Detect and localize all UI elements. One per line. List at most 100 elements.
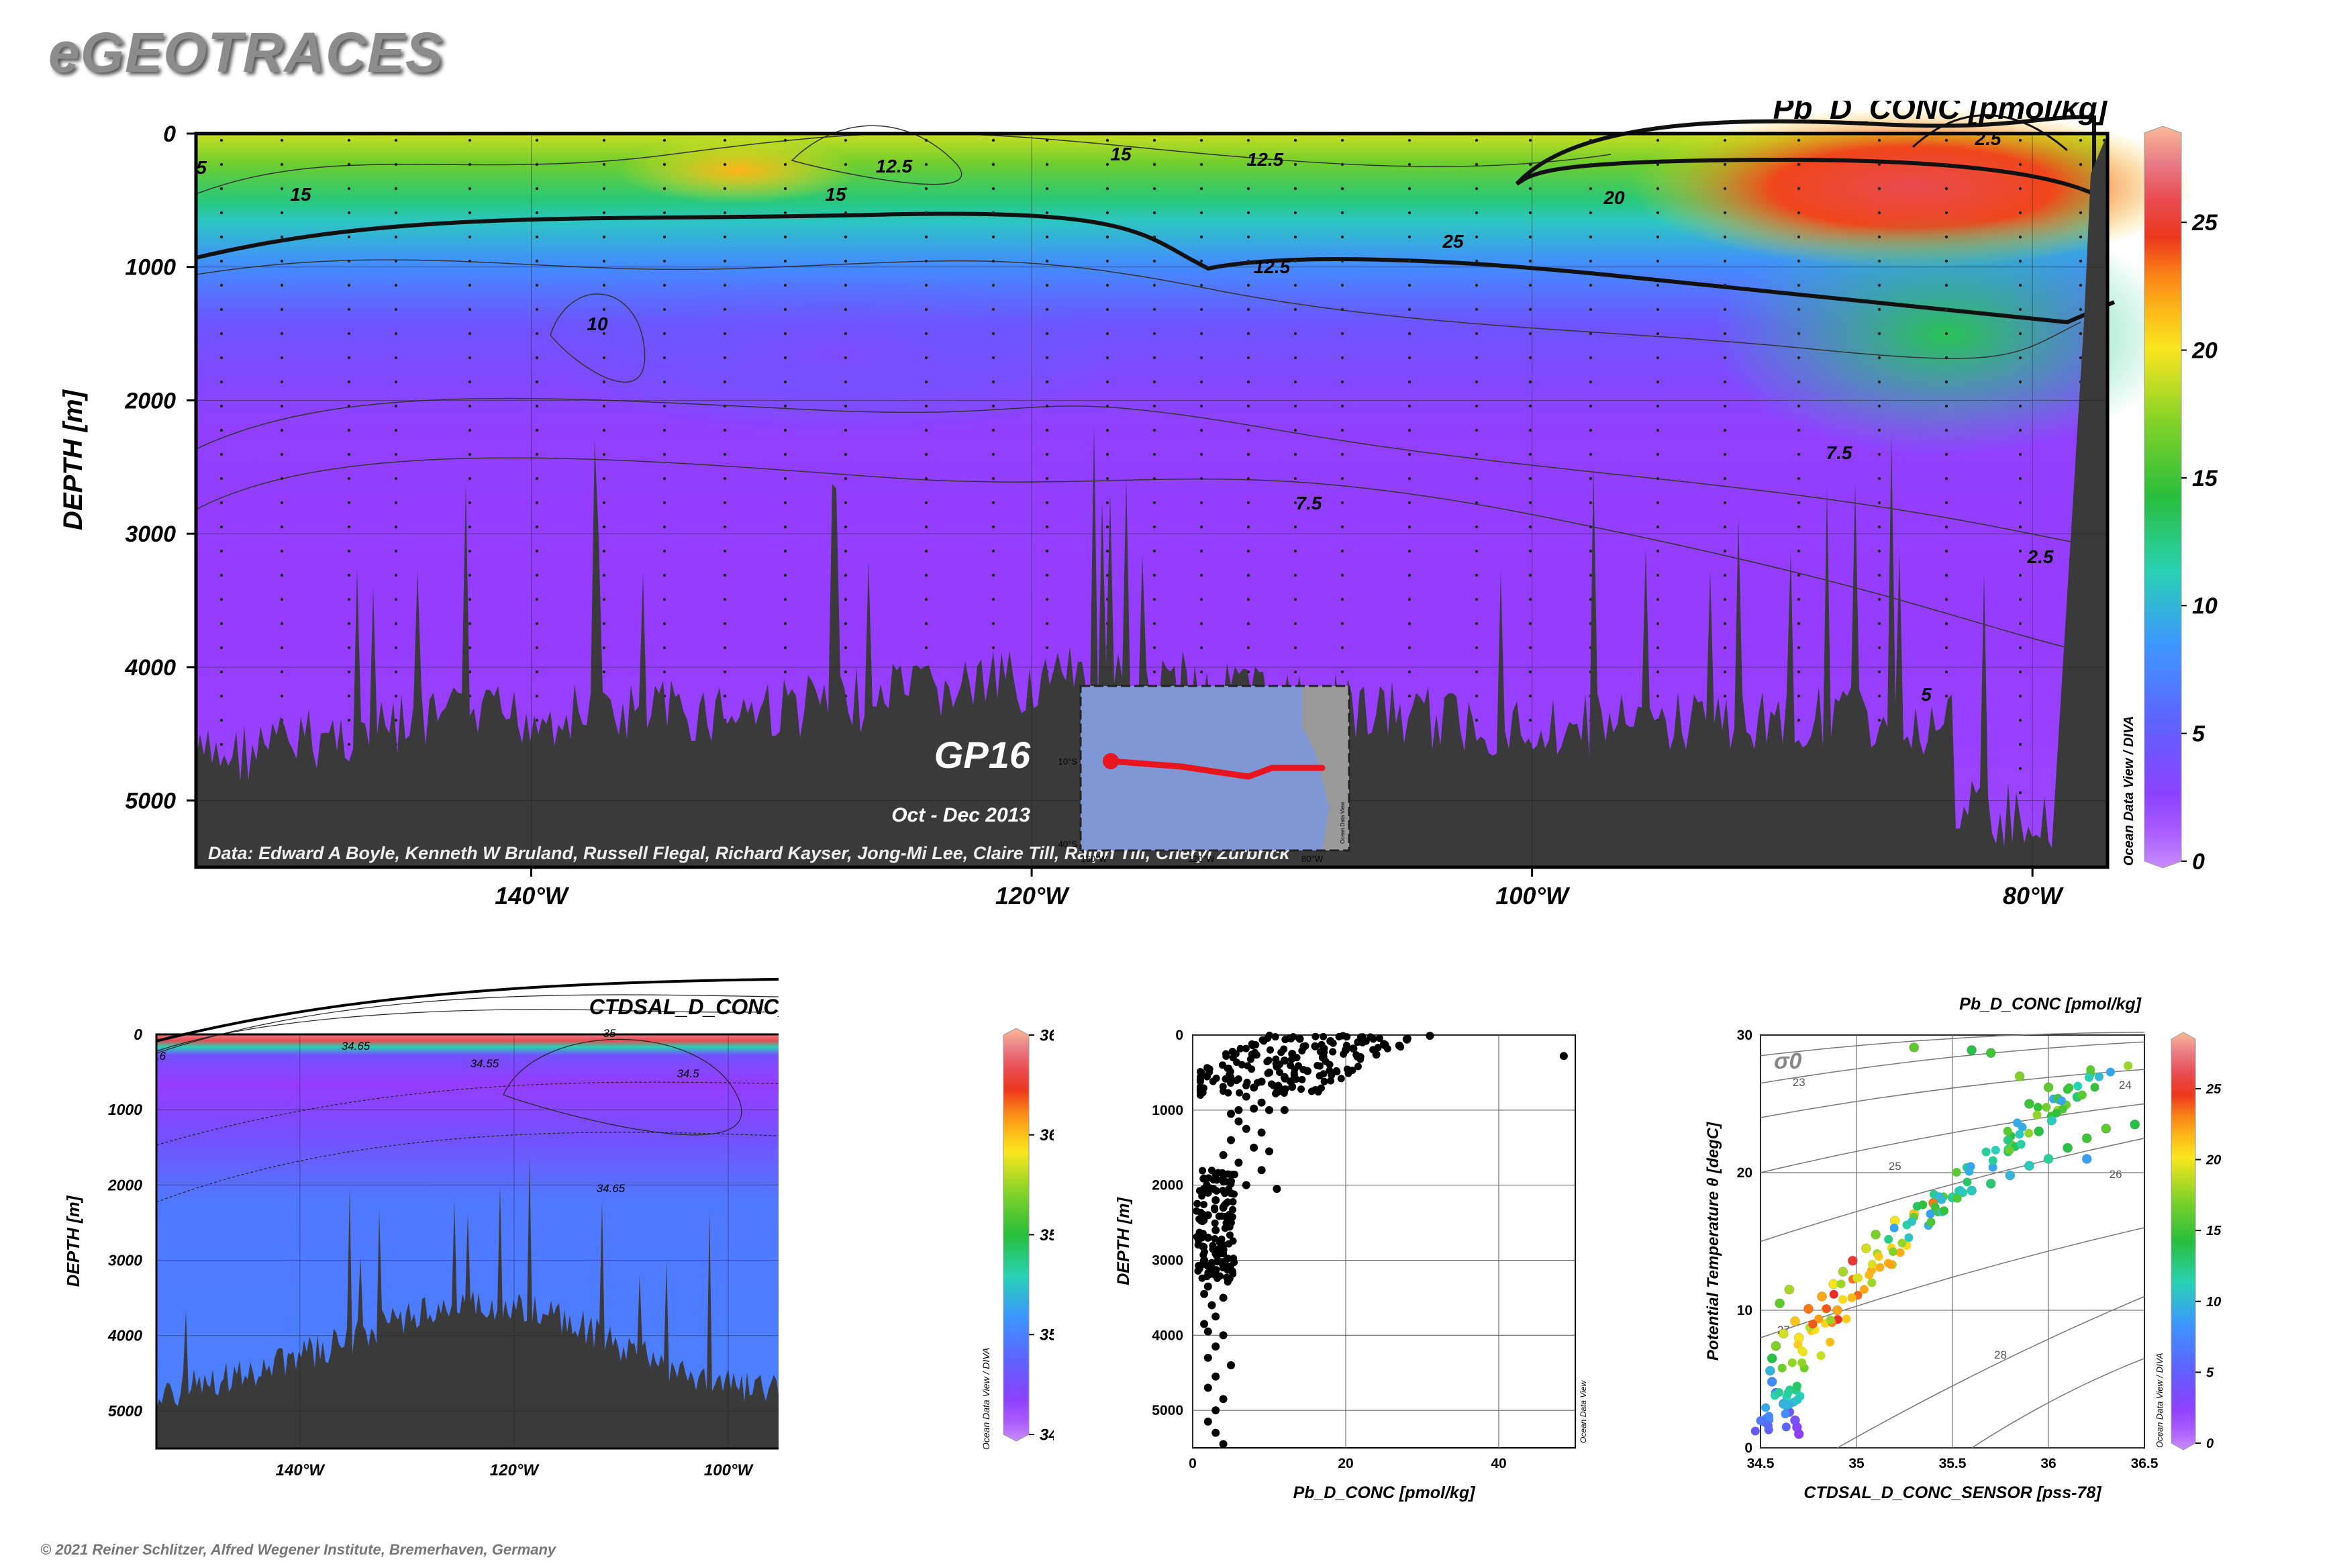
station-sample-dot: [662, 259, 666, 263]
station-sample-dot: [662, 307, 666, 311]
vertical-credit: Ocean Data View / DIVA: [981, 1348, 991, 1450]
station-sample-dot: [924, 211, 928, 215]
station-sample-dot: [602, 646, 606, 650]
station-sample-dot: [1105, 307, 1109, 311]
data-point: [1867, 1259, 1877, 1269]
station-sample-dot: [468, 380, 472, 384]
y-tick-label: 3000: [125, 522, 176, 547]
data-point: [1852, 1273, 1862, 1283]
x-tick-label: 35: [1848, 1456, 1865, 1471]
data-point: [1219, 1264, 1227, 1272]
station-sample-dot: [1656, 138, 1660, 142]
station-sample-dot: [219, 380, 224, 384]
station-sample-dot: [394, 380, 398, 384]
data-point: [2106, 1067, 2115, 1077]
station-sample-dot: [394, 307, 398, 311]
contour-label: 34.55: [471, 1057, 499, 1070]
data-point: [1196, 1077, 1204, 1085]
data-point: [1227, 1361, 1235, 1369]
station-sample-dot: [1656, 356, 1660, 360]
station-sample-dot: [1656, 428, 1660, 432]
data-point: [1236, 1044, 1244, 1052]
station-sample-dot: [2079, 356, 2083, 360]
station-sample-dot: [280, 404, 284, 408]
station-sample-dot: [1475, 283, 1479, 287]
station-sample-dot: [1407, 138, 1412, 142]
station-sample-dot: [2079, 235, 2083, 239]
data-point: [1356, 1055, 1365, 1063]
data-point: [2005, 1146, 2014, 1155]
station-sample-dot: [1340, 380, 1344, 384]
continental-margin: [2050, 134, 2108, 867]
inset-map-frame: [1079, 685, 1350, 852]
data-point: [1952, 1167, 1961, 1177]
data-point: [1227, 1136, 1235, 1144]
station-sample-dot: [1656, 525, 1660, 529]
station-sample-dot: [1528, 477, 1532, 481]
data-point: [1963, 1177, 1972, 1187]
data-point: [1320, 1077, 1328, 1085]
station-sample-dot: [1589, 332, 1593, 336]
data-point: [1320, 1070, 1328, 1078]
station-sample-dot: [1293, 670, 1297, 674]
x-tick-label: 34.5: [1747, 1456, 1775, 1471]
station-sample-dot: [1656, 501, 1660, 505]
station-sample-dot: [1723, 525, 1727, 529]
station-sample-dot: [347, 549, 351, 553]
inset-lon-label: 120°W: [1188, 854, 1215, 864]
station-sample-dot: [924, 501, 928, 505]
seafloor-bathymetry: [156, 1155, 779, 1449]
contour-label: 12.5: [876, 156, 913, 177]
station-sample-dot: [1723, 573, 1727, 577]
contour-line: [156, 994, 779, 1054]
data-point: [1272, 1060, 1280, 1068]
station-sample-dot: [1045, 356, 1049, 360]
station-sample-dot: [844, 501, 848, 505]
contour-label: 15: [1110, 144, 1132, 164]
station-sample-dot: [1944, 525, 1948, 529]
x-axis-label: Pb_D_CONC [pmol/kg]: [1293, 1483, 1477, 1502]
data-point: [1236, 1089, 1244, 1097]
station-sample-dot: [991, 501, 995, 505]
contour-line-bold-20: [1515, 115, 2096, 197]
station-sample-dot: [1340, 356, 1344, 360]
data-point: [1781, 1409, 1790, 1418]
data-point: [1337, 1075, 1345, 1083]
data-point: [1220, 1246, 1228, 1254]
contour-label: 34.65: [342, 1040, 370, 1052]
station-sample-dot: [844, 307, 848, 311]
data-point: [1211, 1226, 1220, 1234]
station-sample-dot: [1045, 307, 1049, 311]
station-sample-dot: [602, 404, 606, 408]
station-sample-dot: [1528, 622, 1532, 626]
station-sample-dot: [723, 307, 727, 311]
station-sample-dot: [1723, 235, 1727, 239]
station-sample-dot: [1944, 597, 1948, 601]
station-sample-dot: [991, 404, 995, 408]
data-point: [1193, 1207, 1201, 1215]
station-sample-dot: [1293, 646, 1297, 650]
station-sample-dot: [1340, 501, 1344, 505]
station-sample-dot: [1105, 404, 1109, 408]
station-sample-dot: [1246, 622, 1250, 626]
station-sample-dot: [1528, 718, 1532, 722]
station-sample-dot: [468, 332, 472, 336]
data-point: [1767, 1353, 1777, 1364]
station-sample-dot: [723, 622, 727, 626]
station-sample-dot: [1723, 283, 1727, 287]
station-sample-dot: [1152, 573, 1156, 577]
pb-colorbar-tick-label: 20: [2191, 338, 2218, 363]
data-point: [1988, 1156, 1997, 1165]
station-sample-dot: [1528, 452, 1532, 456]
data-point: [1195, 1215, 1203, 1223]
station-sample-dot: [1528, 356, 1532, 360]
data-point: [1817, 1291, 1828, 1302]
station-sample-dot: [1246, 356, 1250, 360]
station-sample-dot: [535, 646, 539, 650]
station-sample-dot: [280, 646, 284, 650]
data-point: [1375, 1034, 1383, 1042]
station-sample-dot: [662, 235, 666, 239]
station-sample-dot: [783, 597, 787, 601]
station-sample-dot: [1723, 259, 1727, 263]
data-point: [1767, 1377, 1777, 1387]
